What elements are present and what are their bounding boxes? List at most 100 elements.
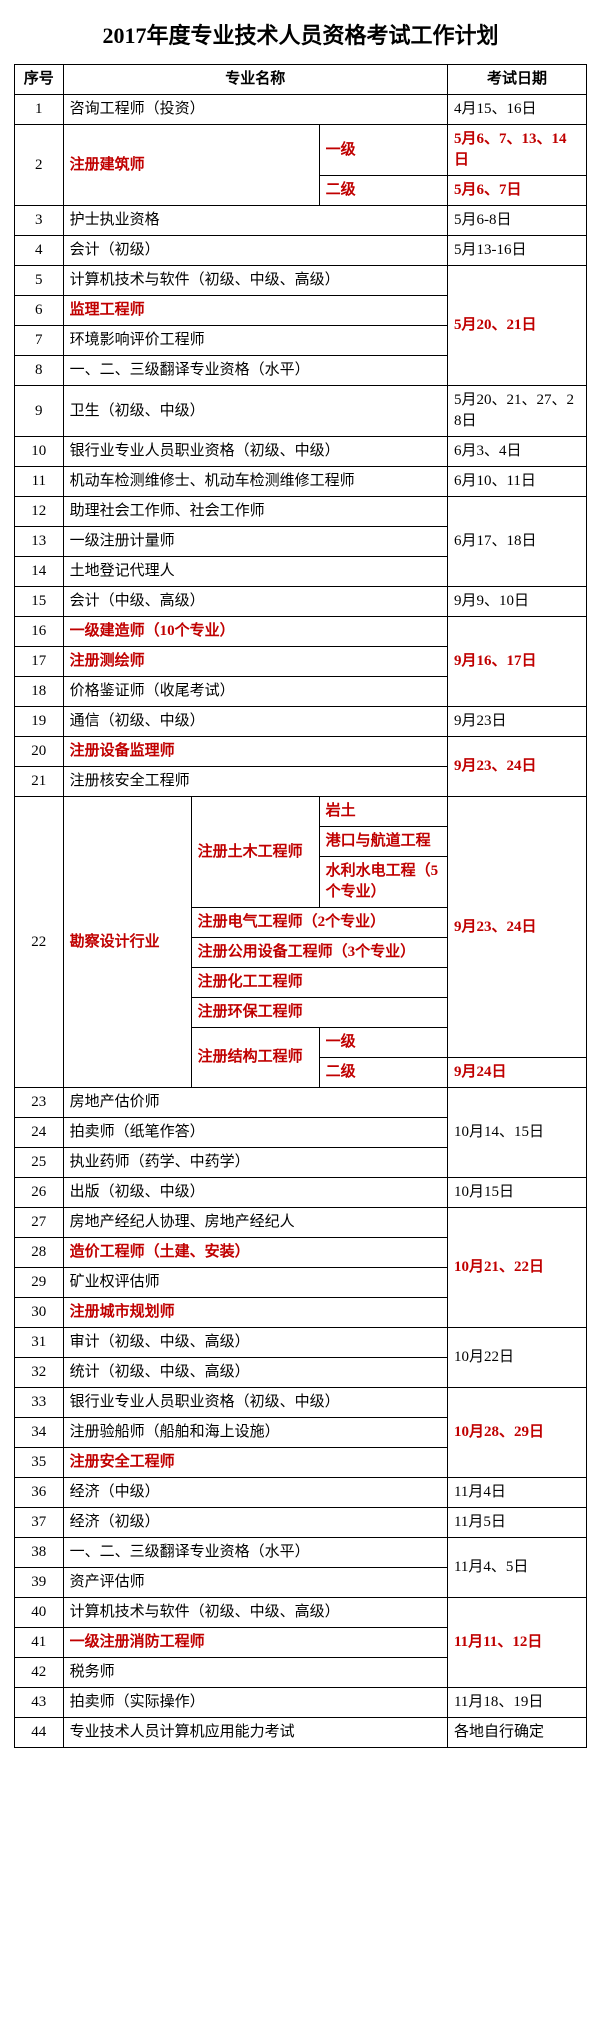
page-title: 2017年度专业技术人员资格考试工作计划	[14, 18, 587, 50]
cell-idx: 35	[15, 1448, 64, 1478]
table-row: 15会计（中级、高级）9月9、10日	[15, 587, 587, 617]
cell-name: 护士执业资格	[63, 206, 447, 236]
cell-date: 10月22日	[447, 1328, 586, 1388]
cell-date: 4月15、16日	[447, 95, 586, 125]
cell-date: 9月24日	[447, 1058, 586, 1088]
cell-idx: 15	[15, 587, 64, 617]
cell-idx: 9	[15, 386, 64, 437]
cell-idx: 26	[15, 1178, 64, 1208]
cell-name: 勘察设计行业	[63, 797, 191, 1088]
cell-idx: 23	[15, 1088, 64, 1118]
table-row: 4会计（初级）5月13-16日	[15, 236, 587, 266]
cell-name: 卫生（初级、中级）	[63, 386, 447, 437]
cell-name: 审计（初级、中级、高级）	[63, 1328, 447, 1358]
table-row: 44专业技术人员计算机应用能力考试各地自行确定	[15, 1718, 587, 1748]
cell-idx: 31	[15, 1328, 64, 1358]
cell-date: 5月6、7、13、14日	[447, 125, 586, 176]
cell-name: 矿业权评估师	[63, 1268, 447, 1298]
table-row: 23房地产估价师10月14、15日	[15, 1088, 587, 1118]
cell-idx: 4	[15, 236, 64, 266]
cell-name: 环境影响评价工程师	[63, 326, 447, 356]
cell-name: 注册验船师（船舶和海上设施）	[63, 1418, 447, 1448]
cell-idx: 36	[15, 1478, 64, 1508]
table-row: 1咨询工程师（投资）4月15、16日	[15, 95, 587, 125]
cell-idx: 43	[15, 1688, 64, 1718]
cell-idx: 25	[15, 1148, 64, 1178]
cell-sub: 一级	[319, 1028, 447, 1058]
cell-idx: 19	[15, 707, 64, 737]
cell-sub: 注册电气工程师（2个专业）	[191, 908, 447, 938]
cell-idx: 18	[15, 677, 64, 707]
cell-name: 注册安全工程师	[63, 1448, 447, 1478]
cell-idx: 17	[15, 647, 64, 677]
cell-name: 一级建造师（10个专业）	[63, 617, 447, 647]
cell-name: 监理工程师	[63, 296, 447, 326]
cell-date: 5月6、7日	[447, 176, 586, 206]
cell-date: 9月9、10日	[447, 587, 586, 617]
cell-date: 10月28、29日	[447, 1388, 586, 1478]
cell-idx: 3	[15, 206, 64, 236]
cell-date: 5月20、21、27、28日	[447, 386, 586, 437]
table-row: 20注册设备监理师9月23、24日	[15, 737, 587, 767]
cell-name: 会计（初级）	[63, 236, 447, 266]
table-row: 27房地产经纪人协理、房地产经纪人10月21、22日	[15, 1208, 587, 1238]
cell-idx: 41	[15, 1628, 64, 1658]
schedule-table: 序号 专业名称 考试日期 1咨询工程师（投资）4月15、16日 2 注册建筑师 …	[14, 64, 587, 1748]
cell-name: 银行业专业人员职业资格（初级、中级）	[63, 1388, 447, 1418]
cell-idx: 1	[15, 95, 64, 125]
cell-idx: 39	[15, 1568, 64, 1598]
cell-date: 6月3、4日	[447, 437, 586, 467]
table-row: 9卫生（初级、中级）5月20、21、27、28日	[15, 386, 587, 437]
cell-date: 9月23日	[447, 707, 586, 737]
table-row: 38一、二、三级翻译专业资格（水平）11月4、5日	[15, 1538, 587, 1568]
table-row: 11机动车检测维修士、机动车检测维修工程师6月10、11日	[15, 467, 587, 497]
table-row: 37经济（初级）11月5日	[15, 1508, 587, 1538]
cell-name: 一、二、三级翻译专业资格（水平）	[63, 1538, 447, 1568]
cell-idx: 30	[15, 1298, 64, 1328]
cell-level: 二级	[319, 176, 447, 206]
cell-name: 土地登记代理人	[63, 557, 447, 587]
cell-idx: 27	[15, 1208, 64, 1238]
cell-date: 9月23、24日	[447, 797, 586, 1058]
cell-idx: 34	[15, 1418, 64, 1448]
table-row: 22 勘察设计行业 注册土木工程师 岩土 9月23、24日	[15, 797, 587, 827]
cell-idx: 20	[15, 737, 64, 767]
cell-name: 拍卖师（实际操作）	[63, 1688, 447, 1718]
cell-sub: 注册化工工程师	[191, 968, 447, 998]
header-row: 序号 专业名称 考试日期	[15, 65, 587, 95]
cell-idx: 21	[15, 767, 64, 797]
table-row: 12助理社会工作师、社会工作师6月17、18日	[15, 497, 587, 527]
cell-name: 一、二、三级翻译专业资格（水平）	[63, 356, 447, 386]
cell-name: 房地产经纪人协理、房地产经纪人	[63, 1208, 447, 1238]
table-row: 5计算机技术与软件（初级、中级、高级）5月20、21日	[15, 266, 587, 296]
table-row: 2 注册建筑师 一级 5月6、7、13、14日	[15, 125, 587, 176]
table-row: 36经济（中级）11月4日	[15, 1478, 587, 1508]
cell-idx: 44	[15, 1718, 64, 1748]
cell-sub: 二级	[319, 1058, 447, 1088]
cell-name: 一级注册消防工程师	[63, 1628, 447, 1658]
cell-idx: 5	[15, 266, 64, 296]
cell-date: 6月10、11日	[447, 467, 586, 497]
cell-idx: 22	[15, 797, 64, 1088]
page: 2017年度专业技术人员资格考试工作计划 序号 专业名称 考试日期 1咨询工程师…	[0, 0, 601, 1768]
cell-name: 银行业专业人员职业资格（初级、中级）	[63, 437, 447, 467]
cell-name: 统计（初级、中级、高级）	[63, 1358, 447, 1388]
cell-name: 拍卖师（纸笔作答）	[63, 1118, 447, 1148]
cell-level: 一级	[319, 125, 447, 176]
cell-idx: 14	[15, 557, 64, 587]
cell-name: 税务师	[63, 1658, 447, 1688]
header-date: 考试日期	[447, 65, 586, 95]
cell-date: 5月13-16日	[447, 236, 586, 266]
cell-sub: 港口与航道工程	[319, 827, 447, 857]
cell-name: 一级注册计量师	[63, 527, 447, 557]
header-idx: 序号	[15, 65, 64, 95]
cell-date: 10月21、22日	[447, 1208, 586, 1328]
table-row: 33银行业专业人员职业资格（初级、中级）10月28、29日	[15, 1388, 587, 1418]
cell-idx: 24	[15, 1118, 64, 1148]
cell-name: 专业技术人员计算机应用能力考试	[63, 1718, 447, 1748]
cell-name: 经济（中级）	[63, 1478, 447, 1508]
header-name: 专业名称	[63, 65, 447, 95]
cell-name: 注册建筑师	[63, 125, 319, 206]
cell-date: 5月20、21日	[447, 266, 586, 386]
cell-idx: 11	[15, 467, 64, 497]
